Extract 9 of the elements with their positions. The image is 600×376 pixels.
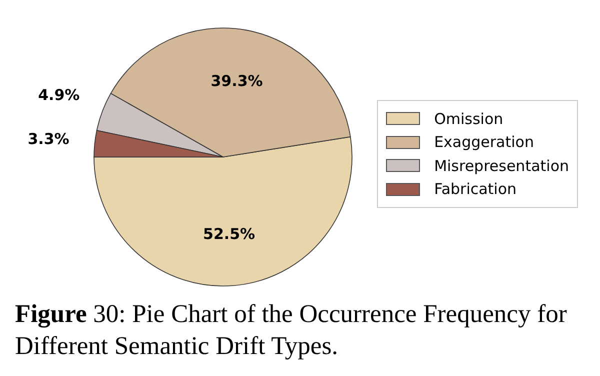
data-label: 4.9% [38, 86, 80, 104]
legend-label: Omission [434, 110, 504, 128]
legend-label: Fabrication [434, 180, 517, 198]
legend-label: Exaggeration [434, 133, 534, 152]
legend-label: Misrepresentation [434, 156, 569, 175]
data-label: 3.3% [28, 130, 70, 148]
caption: Figure 30: Pie Chart of the Occurrence Frequency for Different Semantic Drift Types. [15, 298, 568, 362]
data-label: 52.5% [203, 225, 256, 244]
data-label: 39.3% [210, 72, 263, 90]
